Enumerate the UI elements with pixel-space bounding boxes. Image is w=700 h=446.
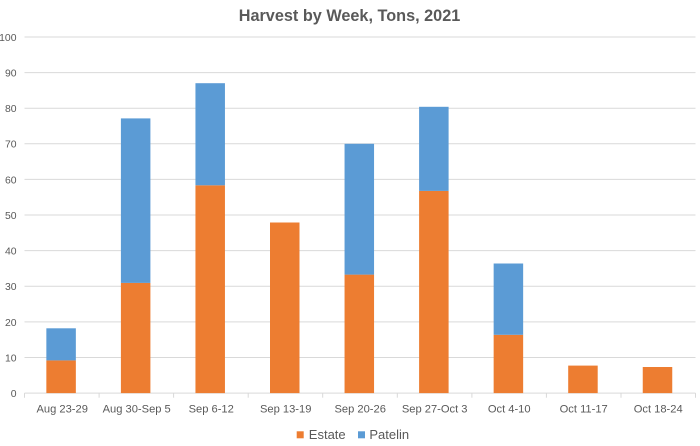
svg-text:80: 80 [5, 104, 17, 115]
svg-text:Sep 13-19: Sep 13-19 [260, 403, 311, 415]
svg-text:Estate: Estate [309, 427, 346, 442]
svg-text:Sep 27-Oct 3: Sep 27-Oct 3 [402, 403, 468, 415]
svg-text:40: 40 [5, 247, 17, 258]
svg-text:Aug 23-29: Aug 23-29 [36, 403, 87, 415]
svg-text:70: 70 [5, 140, 17, 151]
svg-text:Oct 11-17: Oct 11-17 [560, 403, 608, 415]
svg-text:100: 100 [0, 33, 17, 44]
svg-text:20: 20 [5, 318, 17, 329]
svg-text:30: 30 [5, 282, 17, 293]
svg-text:Patelin: Patelin [369, 427, 409, 442]
svg-text:Harvest by Week, Tons, 2021: Harvest by Week, Tons, 2021 [239, 7, 461, 25]
svg-text:60: 60 [5, 175, 17, 186]
svg-text:90: 90 [5, 69, 17, 80]
svg-text:Aug 30-Sep 5: Aug 30-Sep 5 [103, 403, 171, 415]
svg-text:50: 50 [5, 211, 17, 222]
svg-text:Oct 4-10: Oct 4-10 [488, 403, 531, 415]
svg-text:0: 0 [11, 389, 17, 400]
svg-text:Sep 20-26: Sep 20-26 [334, 403, 385, 415]
svg-text:Sep 6-12: Sep 6-12 [189, 403, 234, 415]
svg-text:10: 10 [5, 353, 17, 364]
svg-text:Oct 18-24: Oct 18-24 [634, 403, 683, 415]
